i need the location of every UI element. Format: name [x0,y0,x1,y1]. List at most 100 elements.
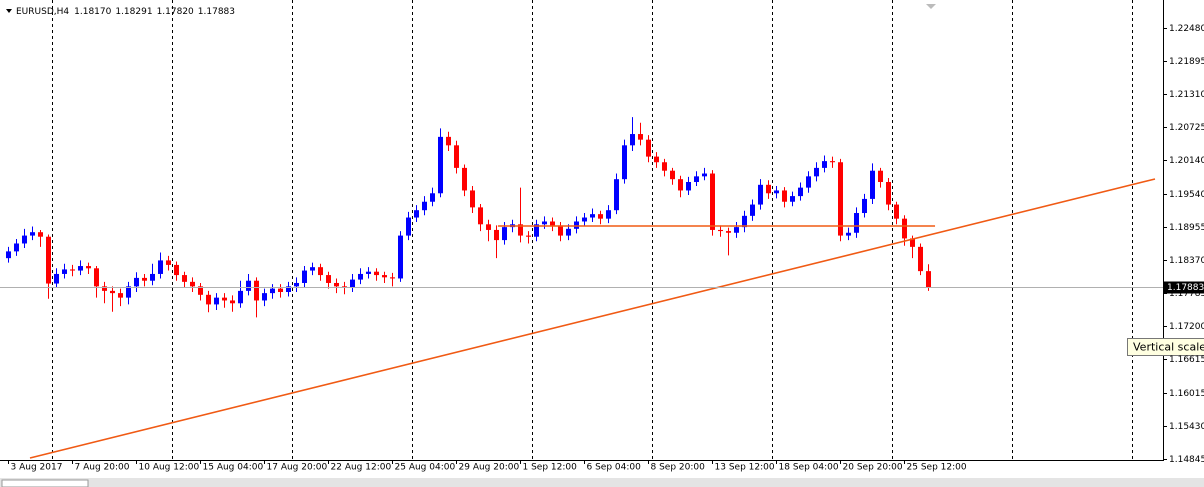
candle-body [462,167,467,191]
candle-body [102,286,107,291]
x-tick-label: 20 Sep 20:00 [843,463,903,473]
candle-body [766,184,771,194]
candle-body [374,271,379,276]
candle-body [342,286,347,288]
candle-body [62,269,67,274]
candle-body [198,286,203,295]
candle-body [78,266,83,271]
candle-body [22,235,27,244]
candle-body [246,280,251,291]
candle-body [790,196,795,202]
candle-body [382,275,387,278]
candle-body [534,224,539,237]
candle-body [582,217,587,222]
candle-body [918,246,923,272]
header-low: 1.17820 [157,7,194,17]
current-price-label: 1.17883 [1167,283,1204,293]
candle-body [734,227,739,233]
candle-body [862,198,867,214]
y-tick-label: 1.20140 [1169,156,1204,166]
candle-body [366,271,371,274]
candle-body [318,267,323,276]
candle-body [806,176,811,188]
candle-body [550,221,555,226]
candle-body [542,221,547,225]
candle-body [558,225,563,236]
candle-body [278,288,283,292]
tab-bar [0,478,1204,487]
candle-body [870,170,875,199]
x-tick-label: 25 Sep 12:00 [907,463,967,473]
y-tick-label: 1.16615 [1169,355,1204,365]
tooltip-text: Vertical scale [1133,341,1204,354]
candle-body [430,193,435,202]
candle-body [38,232,43,237]
candle-body [638,134,643,140]
candle-body [846,232,851,236]
candle-body [398,235,403,279]
candle-body [46,236,51,284]
candle-body [814,167,819,177]
candle-body [718,229,723,232]
candle-body [14,243,19,252]
candle-body [414,210,419,218]
candle-body [134,277,139,287]
x-tick-label: 3 Aug 2017 [11,463,63,473]
x-tick-label: 1 Sep 12:00 [523,463,578,473]
shift-marker [926,4,936,9]
tab[interactable] [1,479,89,487]
header-close: 1.17883 [198,7,235,17]
symbol: EURUSD,H4 [16,7,69,17]
candle-body [334,282,339,287]
candle-body [326,275,331,283]
candle-body [710,173,715,230]
candle-body [566,228,571,236]
candle-body [86,266,91,269]
candle-body [174,264,179,276]
candle-body [798,187,803,197]
candle-body [494,229,499,241]
candle-body [390,277,395,279]
candle-body [686,181,691,191]
candle-body [422,201,427,211]
y-tick-label: 1.15430 [1169,422,1204,432]
candle-body [662,162,667,171]
y-tick-label: 1.19540 [1169,190,1204,200]
candle-body [574,221,579,229]
candle-body [94,268,99,287]
candle-body [294,282,299,287]
candle-body [454,145,459,168]
candle-body [598,214,603,219]
candle-body [750,204,755,216]
candle-body [230,300,235,304]
header-arrow [6,9,12,13]
y-tick-label: 1.17785 [1169,289,1204,299]
candle-body [838,162,843,236]
header-open: 1.18170 [74,7,111,17]
candle-body [270,288,275,294]
candle-body [302,270,307,283]
marks-layer [0,117,1163,459]
candle-body [894,204,899,219]
candle-body [214,297,219,305]
tooltip-box [1127,338,1204,356]
candle-body [182,275,187,282]
candle-body [150,273,155,281]
candle-body [350,279,355,288]
candle-body [126,286,131,298]
y-tick-label: 1.22480 [1169,24,1204,34]
x-tick-label: 7 Aug 20:00 [75,463,130,473]
y-tick-label: 1.21895 [1169,57,1204,67]
header-high: 1.18291 [115,7,152,17]
x-tick-label: 18 Sep 04:00 [779,463,839,473]
current-price-box [1164,281,1204,294]
candle-body [358,273,363,280]
candle-body [646,139,651,157]
candle-body [622,145,627,180]
candle-body [782,190,787,202]
candle-body [590,214,595,218]
y-tick-label: 1.14845 [1169,455,1204,465]
candle-body [406,217,411,236]
grid-layer [52,0,1133,460]
